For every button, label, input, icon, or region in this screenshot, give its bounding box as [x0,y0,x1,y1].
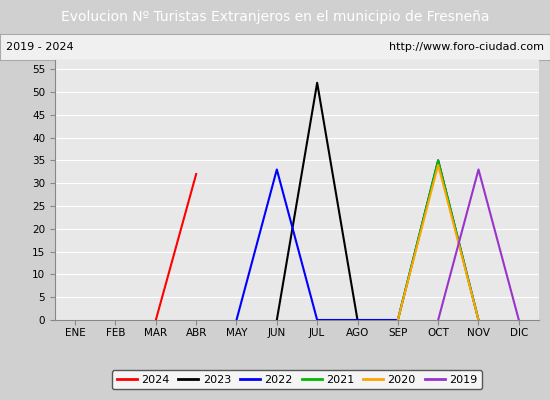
Text: 2019 - 2024: 2019 - 2024 [6,42,73,52]
Text: Evolucion Nº Turistas Extranjeros en el municipio de Fresneña: Evolucion Nº Turistas Extranjeros en el … [60,10,490,24]
Text: http://www.foro-ciudad.com: http://www.foro-ciudad.com [389,42,544,52]
Legend: 2024, 2023, 2022, 2021, 2020, 2019: 2024, 2023, 2022, 2021, 2020, 2019 [112,370,482,389]
